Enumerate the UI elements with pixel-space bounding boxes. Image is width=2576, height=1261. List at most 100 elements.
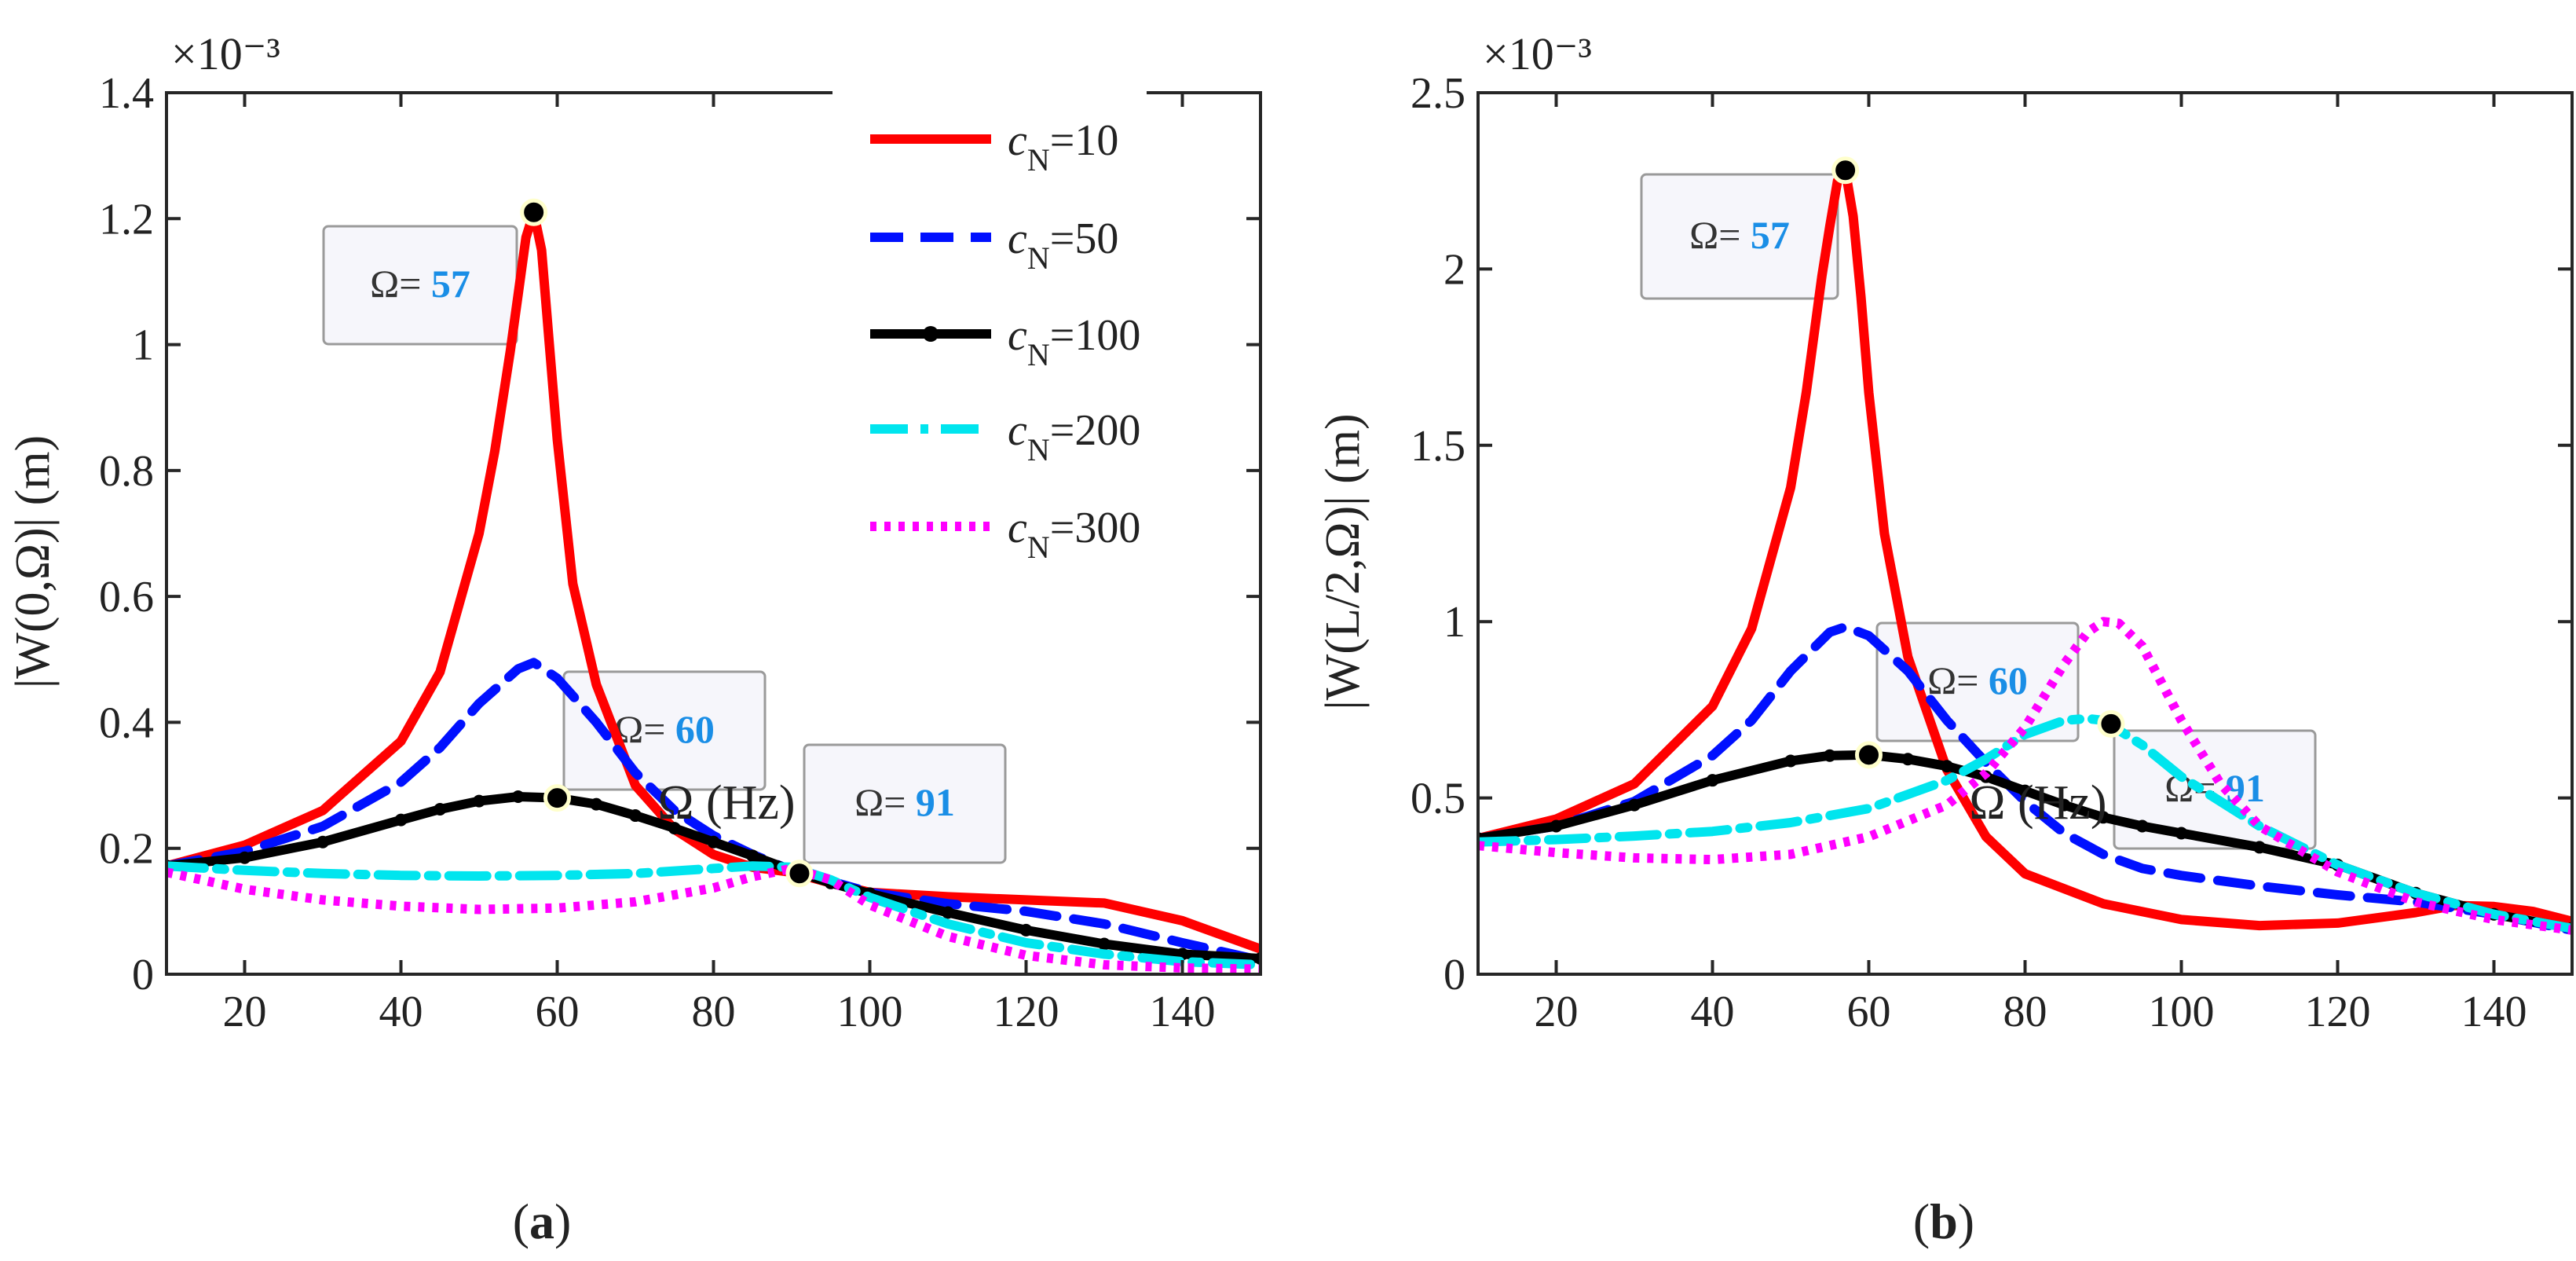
panel-b-series-point: [1550, 819, 1563, 833]
panel-a: Ω= 57 Ω= 60 Ω= 91 20 40 60 80 100 120 140 0 0.2 0…: [6, 28, 1262, 1249]
datatip-a-2-value: 60: [675, 707, 715, 751]
panel-a-label: (a): [513, 1193, 572, 1249]
panel-a-series-point: [707, 835, 720, 849]
svg-text:Ω= 91: Ω= 91: [854, 780, 955, 824]
panel-a-markers: [520, 198, 814, 888]
panel-b-series-point: [2097, 811, 2109, 824]
panel-b-y-tick-label: 2: [1444, 245, 1465, 294]
panel-b-series-point: [1784, 754, 1797, 768]
panel-b-label: (b): [1913, 1193, 1974, 1249]
panel-a-datatip-marker-3[interactable]: [785, 860, 814, 888]
legend-item-c-n-300: cN=300: [870, 504, 1140, 565]
panel-b-axes: 20 40 60 80 100 120 140 0 0.5 1 1.5 2 2.5: [1411, 69, 2574, 1036]
panel-b-datatip-marker-2[interactable]: [1855, 741, 1883, 769]
panel-a-series-point: [238, 851, 251, 864]
datatip-b-1-title: Ω=: [1689, 213, 1751, 257]
panel-a-y-tick-label: 0.6: [99, 573, 154, 621]
datatip-b-1-value: 57: [1751, 213, 1790, 257]
svg-text:Ω= 60: Ω= 60: [1927, 658, 2028, 702]
panel-a-series-point: [1019, 923, 1033, 937]
panel-b-y-tick-label: 0.5: [1411, 775, 1465, 823]
panel-b-series-point: [2175, 827, 2188, 840]
panel-a-x-tick-label: 80: [692, 988, 736, 1036]
svg-text:Ω= 60: Ω= 60: [614, 707, 715, 751]
panel-b-series-point: [1706, 774, 1719, 787]
panel-a-series-point: [668, 822, 681, 835]
panel-b-y-tick-label: 0: [1444, 951, 1465, 999]
panel-a-series: [166, 207, 1261, 974]
svg-text:cN=300: cN=300: [1008, 504, 1140, 565]
panel-b-exponent: ×10⁻³: [1483, 28, 1592, 79]
datatip-b-1: Ω= 57: [1640, 173, 1839, 300]
datatip-a-3: Ω= 91: [803, 743, 1007, 864]
panel-a-datatips: Ω= 57 Ω= 60 Ω= 91: [322, 225, 1007, 864]
panel-b-x-tick-label: 140: [2461, 988, 2527, 1036]
panel-b: Ω= 57 Ω= 60 Ω= 91 20 40 60 80 100 120 140 0 0.5 1…: [1316, 28, 2574, 1249]
panel-a-datatip-marker-2[interactable]: [543, 784, 571, 812]
panel-a-series-point: [434, 803, 447, 816]
panel-b-x-tick-label: 60: [1847, 988, 1891, 1036]
panel-a-x-tick-label: 60: [536, 988, 580, 1036]
panel-a-series-c-n-300: [166, 863, 1261, 974]
legend: cN=10 cN=50 cN=100 cN=200 cN=300: [832, 90, 1147, 565]
panel-b-series-point: [2058, 798, 2071, 812]
panel-b-series-c-n-200: [1478, 713, 2572, 933]
panel-b-y-tick-label: 1: [1444, 598, 1465, 647]
panel-a-xlabel: Ω (Hz): [657, 776, 795, 830]
svg-text:Ω= 57: Ω= 57: [370, 262, 470, 306]
panel-b-series-point: [1823, 749, 1836, 762]
panel-a-series-point: [511, 790, 525, 803]
legend-item-c-n-10: cN=10: [870, 116, 1118, 178]
panel-b-x-tick-label: 100: [2149, 988, 2215, 1036]
panel-a-y-tick-label: 1: [132, 321, 154, 370]
panel-a-series-point: [1098, 937, 1111, 951]
panel-b-markers: [1831, 156, 2125, 769]
panel-a-axes: 20 40 60 80 100 120 140 0 0.2 0.4 0.6 0.8 1 1.2 1.4: [99, 69, 1262, 1036]
panel-b-series-point: [2253, 841, 2266, 854]
panel-a-x-tick-label: 120: [993, 988, 1059, 1036]
panel-a-series-point: [394, 813, 408, 827]
panel-b-x-tick-label: 20: [1535, 988, 1579, 1036]
panel-b-ylabel: |W(L/2,Ω)| (m): [1316, 413, 1370, 709]
panel-b-x-tick-label: 120: [2305, 988, 2371, 1036]
panel-a-y-tick-label: 1.4: [99, 69, 154, 118]
panel-b-x-tick-label: 40: [1691, 988, 1735, 1036]
panel-a-datatip-marker-1[interactable]: [520, 198, 548, 226]
panel-a-x-tick-label: 20: [223, 988, 267, 1036]
panel-a-series-c-n-50: [166, 658, 1261, 966]
panel-b-datatip-marker-3[interactable]: [2097, 709, 2125, 738]
panel-a-series-point: [942, 906, 954, 919]
panel-b-series-point: [2018, 784, 2032, 797]
datatip-a-1-title: Ω=: [370, 262, 431, 306]
panel-b-datatips: Ω= 57 Ω= 60 Ω= 91: [1640, 173, 2317, 850]
panel-b-xlabel: Ω (Hz): [1969, 776, 2106, 830]
panel-b-datatip-marker-1[interactable]: [1831, 156, 1860, 185]
panel-a-y-tick-label: 1.2: [99, 195, 154, 244]
panel-a-series-c-n-200: [166, 861, 1261, 970]
panel-b-y-tick-label: 1.5: [1411, 422, 1465, 471]
panel-b-series-point: [1901, 753, 1915, 766]
panel-a-x-tick-label: 100: [837, 988, 903, 1036]
panel-a-x-tick-label: 140: [1150, 988, 1216, 1036]
legend-item-c-n-100: cN=100: [870, 311, 1140, 372]
panel-b-series-c-n-50: [1478, 621, 2572, 935]
panel-b-series-c-n-100: [1478, 750, 2572, 933]
panel-a-y-tick-label: 0.4: [99, 698, 154, 747]
datatip-a-3-title: Ω=: [854, 780, 916, 824]
datatip-a-2-title: Ω=: [614, 707, 675, 751]
panel-a-series-point: [629, 809, 642, 823]
panel-a-series-point: [317, 835, 329, 849]
panel-a-series-point: [473, 794, 485, 808]
panel-a-y-tick-label: 0.8: [99, 447, 154, 496]
datatip-a-1-value: 57: [431, 262, 470, 306]
panel-a-exponent: ×10⁻³: [171, 28, 280, 79]
panel-b-series-c-n-10: [1478, 165, 2572, 931]
legend-item-c-n-200: cN=200: [870, 406, 1140, 467]
legend-item-c-n-50: cN=50: [870, 214, 1118, 276]
panel-b-y-tick-label: 2.5: [1411, 69, 1465, 118]
panel-a-ylabel: |W(0,Ω)| (m): [6, 435, 60, 688]
panel-b-x-tick-label: 80: [2003, 988, 2047, 1036]
datatip-a-3-value: 91: [916, 780, 955, 824]
panel-a-series-point: [746, 849, 759, 863]
panel-b-series-point: [2135, 819, 2149, 833]
